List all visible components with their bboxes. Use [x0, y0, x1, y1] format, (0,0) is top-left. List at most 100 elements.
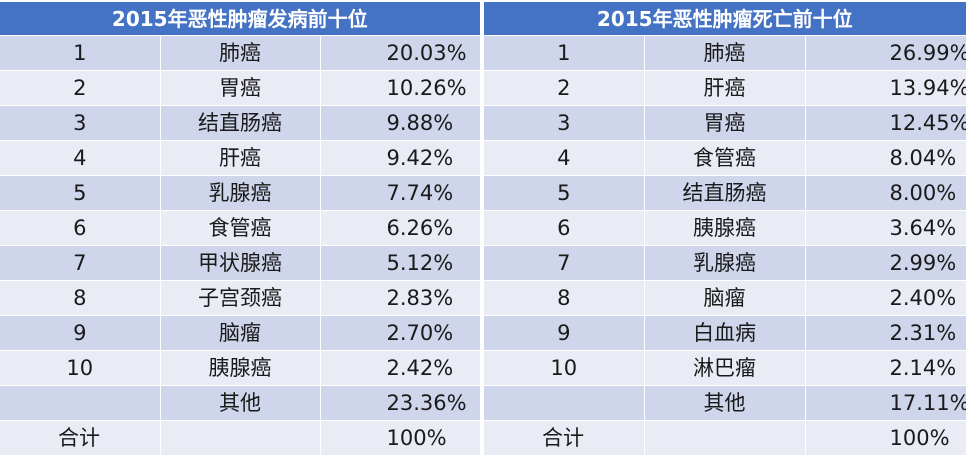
cancer-name-cell: 胃癌 [644, 105, 806, 141]
rank-cell: 9 [484, 315, 645, 351]
total-label-cell: 合计 [484, 420, 645, 456]
rank-cell: 5 [0, 175, 161, 211]
table-row: 4 食管癌 8.04% [484, 140, 966, 176]
rank-cell: 2 [0, 70, 161, 106]
percent-cell: 13.94% [805, 70, 966, 106]
incidence-title: 2015年恶性肿瘤发病前十位 [0, 2, 481, 36]
table-row: 7 甲状腺癌 5.12% [0, 245, 481, 281]
total-row: 合计 100% [0, 420, 481, 456]
percent-cell: 2.31% [805, 315, 966, 351]
empty-cell [0, 385, 161, 421]
percent-cell: 8.04% [805, 140, 966, 176]
cancer-name-cell: 子宫颈癌 [160, 280, 321, 316]
rank-cell: 9 [0, 315, 161, 351]
percent-cell: 9.88% [320, 105, 481, 141]
table-row: 8 脑瘤 2.40% [484, 280, 966, 316]
percent-cell: 7.74% [320, 175, 481, 211]
cancer-name-cell: 淋巴瘤 [644, 350, 806, 386]
cancer-name-cell: 胃癌 [160, 70, 321, 106]
table-row: 7 乳腺癌 2.99% [484, 245, 966, 281]
percent-cell: 20.03% [320, 35, 481, 71]
percent-cell: 9.42% [320, 140, 481, 176]
empty-cell [644, 420, 806, 456]
rank-cell: 4 [484, 140, 645, 176]
rank-cell: 3 [0, 105, 161, 141]
percent-cell: 10.26% [320, 70, 481, 106]
table-row: 8 子宫颈癌 2.83% [0, 280, 481, 316]
cancer-name-cell: 甲状腺癌 [160, 245, 321, 281]
total-row: 合计 100% [484, 420, 966, 456]
rank-cell: 8 [484, 280, 645, 316]
table-row: 9 脑瘤 2.70% [0, 315, 481, 351]
rank-cell: 1 [0, 35, 161, 71]
percent-cell: 2.70% [320, 315, 481, 351]
cancer-name-cell: 食管癌 [644, 140, 806, 176]
rank-cell: 1 [484, 35, 645, 71]
percent-cell: 26.99% [805, 35, 966, 71]
table-row: 10 淋巴瘤 2.14% [484, 350, 966, 386]
table-row: 4 肝癌 9.42% [0, 140, 481, 176]
rank-cell: 2 [484, 70, 645, 106]
cancer-name-cell: 脑瘤 [160, 315, 321, 351]
percent-cell: 2.14% [805, 350, 966, 386]
empty-cell [160, 420, 321, 456]
table-row: 10 胰腺癌 2.42% [0, 350, 481, 386]
cancer-name-cell: 肝癌 [160, 140, 321, 176]
mortality-table: 2015年恶性肿瘤死亡前十位 1 肺癌 26.99% 2 肝癌 13.94% 3… [484, 2, 966, 456]
cancer-name-cell: 结直肠癌 [160, 105, 321, 141]
other-row: 其他 23.36% [0, 385, 481, 421]
table-row: 1 肺癌 26.99% [484, 35, 966, 71]
cancer-name-cell: 胰腺癌 [160, 350, 321, 386]
other-row: 其他 17.11% [484, 385, 966, 421]
table-row: 2 肝癌 13.94% [484, 70, 966, 106]
table-row: 9 白血病 2.31% [484, 315, 966, 351]
total-label-cell: 合计 [0, 420, 161, 456]
table-row: 3 胃癌 12.45% [484, 105, 966, 141]
rank-cell: 7 [0, 245, 161, 281]
percent-cell: 3.64% [805, 210, 966, 246]
table-row: 6 食管癌 6.26% [0, 210, 481, 246]
rank-cell: 10 [484, 350, 645, 386]
cancer-name-cell: 脑瘤 [644, 280, 806, 316]
cancer-name-cell: 肝癌 [644, 70, 806, 106]
cancer-name-cell: 胰腺癌 [644, 210, 806, 246]
cancer-name-cell: 其他 [160, 385, 321, 421]
table-row: 5 结直肠癌 8.00% [484, 175, 966, 211]
percent-cell: 2.40% [805, 280, 966, 316]
percent-cell: 8.00% [805, 175, 966, 211]
rank-cell: 8 [0, 280, 161, 316]
percent-cell: 2.99% [805, 245, 966, 281]
mortality-title: 2015年恶性肿瘤死亡前十位 [484, 2, 966, 36]
cancer-name-cell: 白血病 [644, 315, 806, 351]
cancer-name-cell: 结直肠癌 [644, 175, 806, 211]
table-row: 2 胃癌 10.26% [0, 70, 481, 106]
rank-cell: 3 [484, 105, 645, 141]
rank-cell: 4 [0, 140, 161, 176]
rank-cell: 5 [484, 175, 645, 211]
rank-cell: 7 [484, 245, 645, 281]
cancer-name-cell: 乳腺癌 [160, 175, 321, 211]
cancer-name-cell: 肺癌 [644, 35, 806, 71]
rank-cell: 6 [0, 210, 161, 246]
percent-cell: 100% [805, 420, 966, 456]
table-row: 5 乳腺癌 7.74% [0, 175, 481, 211]
table-row: 1 肺癌 20.03% [0, 35, 481, 71]
percent-cell: 100% [320, 420, 481, 456]
rank-cell: 10 [0, 350, 161, 386]
cancer-name-cell: 其他 [644, 385, 806, 421]
empty-cell [484, 385, 645, 421]
percent-cell: 12.45% [805, 105, 966, 141]
percent-cell: 2.42% [320, 350, 481, 386]
percent-cell: 17.11% [805, 385, 966, 421]
cancer-name-cell: 肺癌 [160, 35, 321, 71]
percent-cell: 23.36% [320, 385, 481, 421]
table-row: 3 结直肠癌 9.88% [0, 105, 481, 141]
incidence-table: 2015年恶性肿瘤发病前十位 1 肺癌 20.03% 2 胃癌 10.26% 3… [0, 2, 481, 456]
cancer-name-cell: 食管癌 [160, 210, 321, 246]
percent-cell: 5.12% [320, 245, 481, 281]
percent-cell: 6.26% [320, 210, 481, 246]
rank-cell: 6 [484, 210, 645, 246]
cancer-name-cell: 乳腺癌 [644, 245, 806, 281]
percent-cell: 2.83% [320, 280, 481, 316]
